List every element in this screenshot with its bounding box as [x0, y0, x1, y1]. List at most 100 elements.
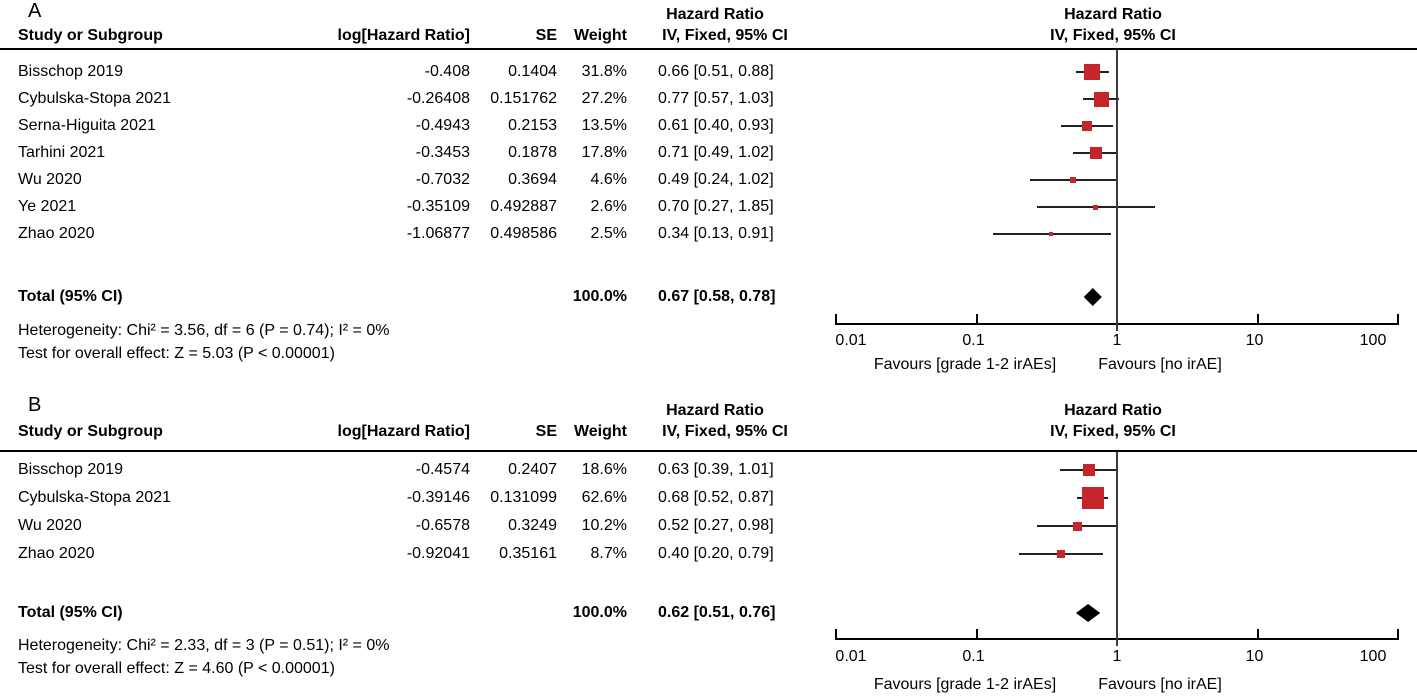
weight-value: 2.6%	[590, 198, 627, 215]
study-name: Tarhini 2021	[18, 144, 106, 161]
effect-square	[1049, 232, 1054, 236]
weight-value: 4.6%	[590, 171, 627, 188]
total-weight: 100.0%	[572, 604, 627, 621]
weight-value: 31.8%	[581, 63, 627, 80]
study-name: Wu 2020	[18, 171, 82, 188]
weight-value: 13.5%	[581, 117, 627, 134]
ci-value: 0.70 [0.27, 1.85]	[658, 198, 774, 215]
axis-tick-label: 1	[1112, 332, 1122, 349]
loghr-value: -0.39146	[406, 489, 470, 506]
se-value: 0.2153	[508, 117, 557, 134]
axis-tick-label: 0.1	[962, 332, 985, 349]
col-header-study: Study or Subgroup	[18, 423, 163, 440]
se-value: 0.131099	[490, 489, 557, 506]
se-value: 0.2407	[508, 461, 557, 478]
total-label: Total (95% CI)	[18, 604, 123, 621]
axis-tick	[975, 629, 978, 640]
col-header-loghr: log[Hazard Ratio]	[337, 27, 470, 44]
loghr-value: -0.35109	[406, 198, 470, 215]
axis-tick-label: 0.01	[835, 648, 867, 665]
summary-diamond	[1083, 288, 1102, 306]
axis-tick	[1256, 314, 1259, 325]
col-header-weight: Weight	[573, 27, 627, 44]
weight-value: 17.8%	[581, 144, 627, 161]
loghr-value: -0.408	[424, 63, 470, 80]
loghr-value: -0.4574	[415, 461, 470, 478]
axis-tick	[1397, 314, 1399, 325]
favours-right-label: Favours [no irAE]	[1098, 676, 1222, 693]
axis-tick-label: 10	[1245, 332, 1264, 349]
study-name: Cybulska-Stopa 2021	[18, 489, 171, 506]
favours-left-label: Favours [grade 1-2 irAEs]	[873, 356, 1057, 373]
se-value: 0.3249	[508, 517, 557, 534]
ci-value: 0.68 [0.52, 0.87]	[658, 489, 774, 506]
axis-tick-label: 1	[1112, 648, 1122, 665]
plot-model-header: IV, Fixed, 95% CI	[1050, 423, 1176, 440]
overall-effect-text: Test for overall effect: Z = 4.60 (P < 0…	[18, 660, 335, 677]
ci-value: 0.63 [0.39, 1.01]	[658, 461, 774, 478]
no-effect-line	[1116, 452, 1118, 646]
study-name: Ye 2021	[18, 198, 77, 215]
total-weight: 100.0%	[572, 288, 627, 305]
weight-value: 10.2%	[581, 517, 627, 534]
ci-value: 0.40 [0.20, 0.79]	[658, 545, 774, 562]
se-value: 0.1404	[508, 63, 557, 80]
col-header-loghr: log[Hazard Ratio]	[337, 423, 470, 440]
col-header-ci: IV, Fixed, 95% CI	[662, 423, 788, 440]
loghr-value: -0.6578	[415, 517, 470, 534]
effect-square	[1082, 464, 1095, 476]
axis-tick	[975, 314, 978, 325]
axis-tick-label: 10	[1245, 648, 1264, 665]
ci-value: 0.66 [0.51, 0.88]	[658, 63, 774, 80]
heterogeneity-text: Heterogeneity: Chi² = 2.33, df = 3 (P = …	[18, 637, 390, 654]
weight-value: 27.2%	[581, 90, 627, 107]
total-ci: 0.62 [0.51, 0.76]	[658, 604, 776, 621]
weight-value: 2.5%	[590, 225, 627, 242]
col-header-ci: IV, Fixed, 95% CI	[662, 27, 788, 44]
study-name: Bisschop 2019	[18, 461, 123, 478]
weight-value: 18.6%	[581, 461, 627, 478]
effect-square	[1081, 121, 1092, 131]
loghr-value: -1.06877	[406, 225, 470, 242]
se-value: 0.151762	[490, 90, 557, 107]
axis-tick-label: 100	[1359, 332, 1387, 349]
col-header-se: SE	[535, 27, 557, 44]
ci-value: 0.52 [0.27, 0.98]	[658, 517, 774, 534]
axis-tick-label: 100	[1359, 648, 1387, 665]
ci-value: 0.77 [0.57, 1.03]	[658, 90, 774, 107]
overall-effect-text: Test for overall effect: Z = 5.03 (P < 0…	[18, 345, 335, 362]
stats-effect-header: Hazard Ratio	[666, 402, 764, 419]
axis-tick-label: 0.01	[835, 332, 867, 349]
plot-model-header: IV, Fixed, 95% CI	[1050, 27, 1176, 44]
se-value: 0.498586	[490, 225, 557, 242]
se-value: 0.3694	[508, 171, 557, 188]
effect-square	[1083, 64, 1100, 80]
se-value: 0.1878	[508, 144, 557, 161]
axis-tick	[1397, 629, 1399, 640]
effect-square	[1070, 177, 1077, 183]
heterogeneity-text: Heterogeneity: Chi² = 3.56, df = 6 (P = …	[18, 322, 390, 339]
weight-value: 8.7%	[590, 545, 627, 562]
total-ci: 0.67 [0.58, 0.78]	[658, 288, 776, 305]
axis-tick	[835, 314, 837, 325]
plot-effect-header: Hazard Ratio	[1064, 6, 1162, 23]
axis-tick	[1256, 629, 1259, 640]
axis-tick-label: 0.1	[962, 648, 985, 665]
study-name: Serna-Higuita 2021	[18, 117, 156, 134]
effect-square	[1090, 147, 1103, 159]
stats-effect-header: Hazard Ratio	[666, 6, 764, 23]
study-name: Bisschop 2019	[18, 63, 123, 80]
study-name: Cybulska-Stopa 2021	[18, 90, 171, 107]
no-effect-line	[1116, 50, 1118, 331]
study-name: Zhao 2020	[18, 225, 95, 242]
total-label: Total (95% CI)	[18, 288, 123, 305]
favours-left-label: Favours [grade 1-2 irAEs]	[873, 676, 1057, 693]
axis-tick	[835, 629, 837, 640]
effect-square	[1057, 550, 1066, 558]
loghr-value: -0.3453	[415, 144, 470, 161]
effect-square	[1092, 204, 1098, 210]
loghr-value: -0.92041	[406, 545, 470, 562]
ci-value: 0.49 [0.24, 1.02]	[658, 171, 774, 188]
header-rule	[0, 48, 1417, 50]
